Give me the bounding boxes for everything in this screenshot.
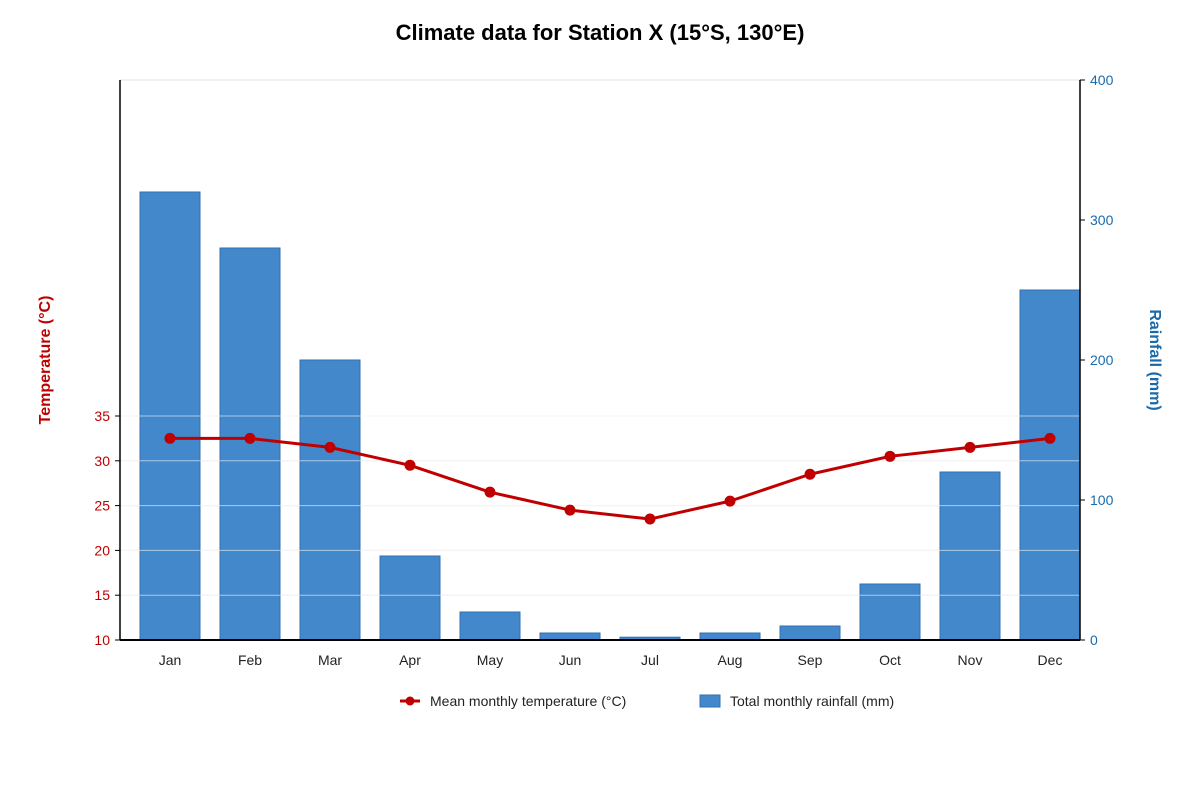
- x-tick-label: Aug: [718, 652, 743, 668]
- temperature-point-apr: [404, 459, 416, 471]
- temperature-point-nov: [964, 441, 976, 453]
- y-left-tick-label: 30: [94, 453, 110, 469]
- chart-title: Climate data for Station X (15°S, 130°E): [396, 20, 805, 45]
- x-tick-label: Jul: [641, 652, 659, 668]
- rainfall-bar-oct: [859, 583, 921, 641]
- rainfall-bar-jun: [539, 632, 601, 641]
- legend-rainfall-label: Total monthly rainfall (mm): [730, 693, 894, 709]
- x-tick-label: Jan: [159, 652, 182, 668]
- x-tick-label: Apr: [399, 652, 421, 668]
- temperature-point-feb: [244, 432, 256, 444]
- x-tick-label: Sep: [798, 652, 823, 668]
- x-tick-label: Nov: [958, 652, 983, 668]
- x-tick-label: Jun: [559, 652, 582, 668]
- rainfall-bar-feb: [219, 247, 281, 641]
- y-left-tick-label: 25: [94, 498, 110, 514]
- rainfall-bars: [120, 191, 1081, 641]
- rainfall-bar-sep: [779, 625, 841, 641]
- y-left-axis-label: Temperature (°C): [37, 296, 54, 425]
- x-tick-label: May: [477, 652, 503, 668]
- temperature-point-sep: [804, 468, 816, 480]
- legend-rainfall-swatch-icon: [699, 694, 721, 708]
- y-right-tick-label: 400: [1090, 72, 1114, 88]
- legend: Mean monthly temperature (°C) Total mont…: [400, 693, 894, 709]
- temperature-point-jun: [564, 504, 576, 516]
- y-left-tick-label: 20: [94, 542, 110, 558]
- y-right-tick-label: 0: [1090, 632, 1098, 648]
- y-right-tick-label: 100: [1090, 492, 1114, 508]
- y-right-ticks: 0 100 200 300 400: [1080, 72, 1114, 648]
- legend-temperature-label: Mean monthly temperature (°C): [430, 693, 626, 709]
- x-tick-label: Dec: [1038, 652, 1063, 668]
- y-left-tick-label: 10: [94, 632, 110, 648]
- temperature-point-jul: [644, 513, 656, 525]
- rainfall-bar-may: [459, 611, 521, 641]
- rainfall-bar-aug: [699, 632, 761, 641]
- y-right-tick-label: 200: [1090, 352, 1114, 368]
- rainfall-bar-nov: [939, 471, 1001, 641]
- x-tick-label: Mar: [318, 652, 342, 668]
- rainfall-bar-dec: [1019, 289, 1081, 641]
- temperature-point-oct: [884, 450, 896, 462]
- temperature-line: [164, 432, 1056, 525]
- rainfall-bar-mar: [299, 359, 361, 641]
- y-right-axis-label: Rainfall (mm): [1146, 309, 1163, 410]
- temperature-point-aug: [724, 495, 736, 507]
- y-left-tick-label: 35: [94, 408, 110, 424]
- temperature-point-jan: [164, 432, 176, 444]
- temperature-point-mar: [324, 441, 336, 453]
- x-axis-ticks: Jan Feb Mar Apr May Jun Jul Aug Sep Oct Nov Dec: [159, 652, 1063, 668]
- x-tick-label: Feb: [238, 652, 262, 668]
- temperature-point-dec: [1044, 432, 1056, 444]
- temperature-point-may: [484, 486, 496, 498]
- legend-temperature-marker-icon: [405, 696, 415, 706]
- y-right-tick-label: 300: [1090, 212, 1114, 228]
- temperature-series-line: [170, 436, 1051, 521]
- x-tick-label: Oct: [879, 652, 901, 668]
- y-left-tick-label: 15: [94, 587, 110, 603]
- rainfall-bar-apr: [379, 555, 441, 641]
- y-left-ticks: 10 15 20 25 30 35: [94, 408, 120, 648]
